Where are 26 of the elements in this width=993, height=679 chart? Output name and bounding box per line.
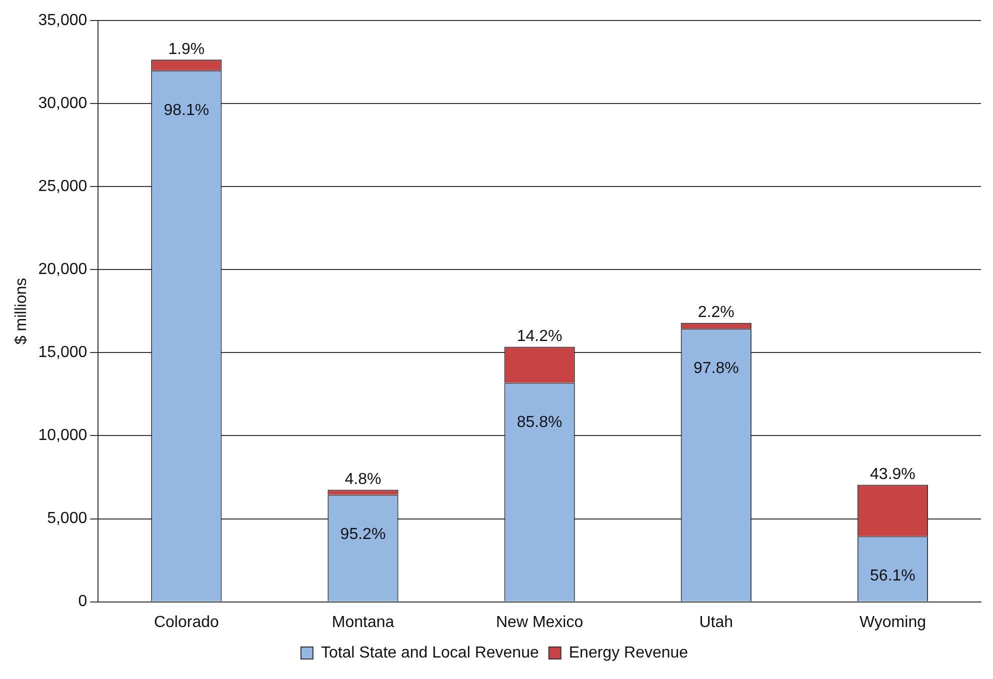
y-axis-title: $ millions: [13, 278, 30, 345]
annotation: 98.1%: [164, 102, 210, 119]
annotation: 97.8%: [693, 360, 739, 378]
annotation: 1.9%: [168, 41, 205, 58]
annotation: 56.1%: [870, 568, 916, 585]
x-tick-label: Montana: [332, 614, 394, 631]
annotation: 85.8%: [516, 414, 562, 432]
y-tick-label: 10,000: [38, 427, 88, 444]
annotation: 95.2%: [340, 526, 386, 544]
annotation: 4.8%: [344, 471, 382, 488]
y-tick-label: 25,000: [38, 178, 88, 196]
y-tick-label: 15,000: [38, 344, 88, 362]
y-tick-label: 35,000: [38, 12, 88, 30]
x-tick-label: Colorado: [154, 614, 219, 631]
y-tick-label: 20,000: [38, 261, 88, 278]
annotation: 43.9%: [870, 466, 916, 484]
annotation: 2.2%: [698, 304, 734, 322]
y-tick-label: 0: [78, 593, 88, 610]
x-tick-label: Utah: [699, 614, 734, 631]
legend-label: Energy Revenue: [568, 644, 688, 662]
x-tick-label: Wyoming: [859, 614, 926, 631]
y-tick-label: 30,000: [38, 95, 88, 112]
legend-label: Total State and Local Revenue: [320, 644, 539, 662]
annotation: 14.2%: [516, 328, 562, 346]
x-tick-label: New Mexico: [496, 614, 584, 631]
y-tick-label: 5,000: [47, 510, 88, 528]
